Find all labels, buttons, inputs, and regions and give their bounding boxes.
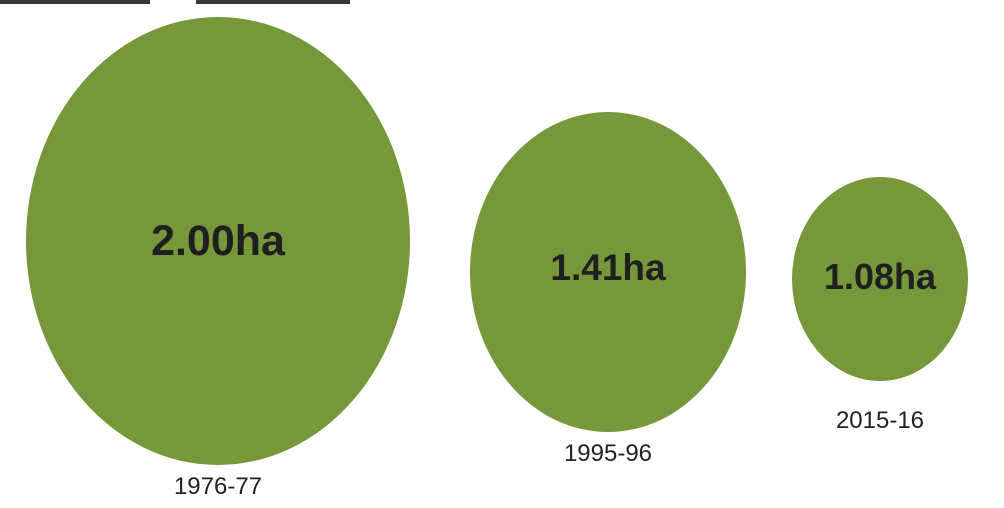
clipped-heading-right	[196, 0, 350, 4]
category-label-1995-96: 1995-96	[564, 440, 652, 467]
value-label-1976-77: 2.00ha	[151, 217, 286, 265]
value-label-1995-96: 1.41ha	[550, 247, 666, 288]
bubble-2015-16	[792, 177, 968, 381]
category-label-2015-16: 2015-16	[836, 407, 924, 434]
bubble-1976-77	[26, 17, 410, 465]
category-label-1976-77: 1976-77	[174, 473, 262, 500]
value-label-2015-16: 1.08ha	[824, 256, 937, 297]
clipped-heading-left	[0, 0, 150, 4]
bubbles-group: 2.00ha 1976-77 1.41ha 1995-96 1.08ha 2015-16	[26, 17, 968, 500]
bubble-1995-96	[470, 112, 746, 432]
